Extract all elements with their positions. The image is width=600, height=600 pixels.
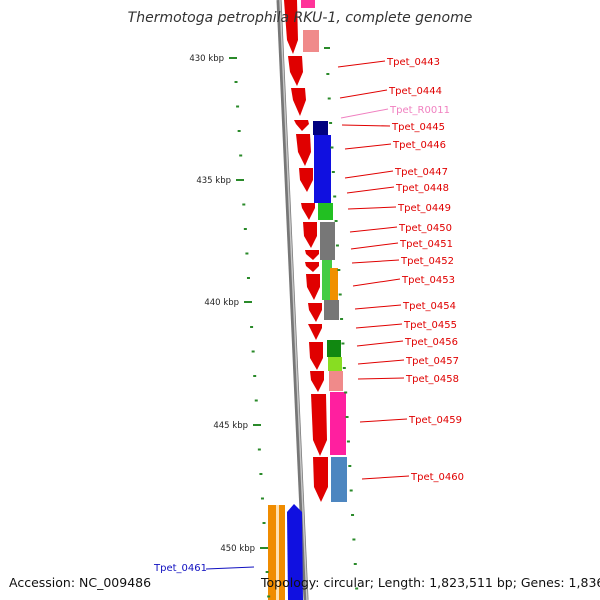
gene-label-leader [344,143,392,150]
function-block [328,357,342,371]
scale-label: 435 kbp [196,176,231,186]
gene-label[interactable]: Tpet_0451 [399,239,453,250]
gene-label-leader [357,377,405,380]
forward-strand-genes [284,0,328,502]
function-color-track [301,0,347,502]
gene-label-leader [346,186,395,194]
function-block [329,371,343,391]
gene-label[interactable]: Tpet_0455 [403,320,457,331]
gene-arrow-red[interactable] [301,203,315,220]
gene-label[interactable]: Tpet_0449 [397,203,451,214]
gene-label-leader [351,259,400,264]
gene-label[interactable]: Tpet_0448 [395,183,449,194]
gene-label-leader [347,206,397,210]
gene-label-leader [344,170,394,179]
gene-labels: Tpet_0443 Tpet_0444 Tpet_R0011 Tpet_0445 Tpe… [153,57,464,574]
gene-arrow-red[interactable] [309,342,323,370]
gene-label-leader [340,108,389,119]
gene-label-leader [357,359,405,365]
gene-arrow-red[interactable] [305,262,319,272]
gene-label[interactable]: Tpet_0444 [388,86,442,97]
gene-label-leader [361,475,410,480]
gene-arrow-red[interactable] [288,56,303,86]
gene-label-leader [337,60,386,68]
gene-label[interactable]: Tpet_0459 [408,415,462,426]
function-block [314,135,331,203]
scale-label: 445 kbp [213,421,248,431]
genome-backbone [276,0,309,600]
gene-label[interactable]: Tpet_0458 [405,374,459,385]
function-block [324,300,339,320]
gene-arrow-red[interactable] [296,134,311,166]
gene-label[interactable]: Tpet_0456 [404,337,458,348]
genome-backbone-highlight [279,0,308,600]
scale-label: 430 kbp [189,54,224,64]
gene-arrow-red[interactable] [311,394,327,456]
function-block [301,0,315,8]
scale-axis: 430 kbp 435 kbp 440 kbp 445 kbp 450 kbp [189,54,271,598]
gene-label-leader [355,323,403,329]
gene-label[interactable]: Tpet_0445 [391,122,445,133]
gene-arrow-red[interactable] [303,222,317,248]
gene-label-leader [359,418,408,423]
gene-arrow-red[interactable] [308,303,322,322]
function-block [327,340,341,357]
gene-block-highlight [276,505,279,600]
gene-label-leader [352,278,401,287]
gene-label-leader [339,89,388,99]
gene-arrow-red[interactable] [284,0,298,54]
function-block [313,121,328,135]
gene-arrow-red[interactable] [299,168,313,192]
right-dots [324,47,359,590]
function-block [322,260,332,300]
gene-arrow-red[interactable] [291,88,306,116]
function-block [330,392,346,455]
map-title: Thermotoga petrophila RKU-1, complete ge… [127,10,473,26]
gene-label[interactable]: Tpet_0457 [405,356,459,367]
function-block [330,268,338,300]
function-block [331,457,347,502]
gene-label-leader [349,226,398,233]
bottom-genes [268,504,303,600]
gene-label[interactable]: Tpet_0453 [401,275,455,286]
function-block [303,30,319,52]
gene-label[interactable]: Tpet_0461 [153,563,207,574]
function-block [320,222,335,260]
gene-arrow-red[interactable] [310,371,324,392]
gene-arrow-red[interactable] [308,324,322,340]
gene-arrow-red[interactable] [313,457,328,502]
gene-arrow-blue[interactable] [287,504,303,600]
function-block [318,203,333,220]
genome-summary: Topology: circular; Length: 1,823,511 bp… [261,575,600,590]
gene-label-leader [354,304,402,310]
gene-label[interactable]: Tpet_0447 [394,167,448,178]
accession-label: Accession: NC_009486 [9,575,152,590]
gene-arrow-red[interactable] [305,250,319,260]
gene-label[interactable]: Tpet_0443 [386,57,440,68]
gene-label[interactable]: Tpet_0450 [398,223,452,234]
gene-label-leader [205,566,255,570]
gene-label[interactable]: Tpet_R0011 [389,105,450,116]
gene-label[interactable]: Tpet_0460 [410,472,464,483]
gene-arrow-red[interactable] [306,274,320,300]
scale-label: 450 kbp [220,544,255,554]
gene-arrow-red[interactable] [294,120,309,131]
gene-label[interactable]: Tpet_0454 [402,301,456,312]
gene-label-leader [356,340,404,347]
gene-label-leader [341,124,391,127]
gene-label-leader [350,242,399,250]
scale-label: 440 kbp [204,298,239,308]
gene-label[interactable]: Tpet_0446 [392,140,446,151]
gene-label[interactable]: Tpet_0452 [400,256,454,267]
